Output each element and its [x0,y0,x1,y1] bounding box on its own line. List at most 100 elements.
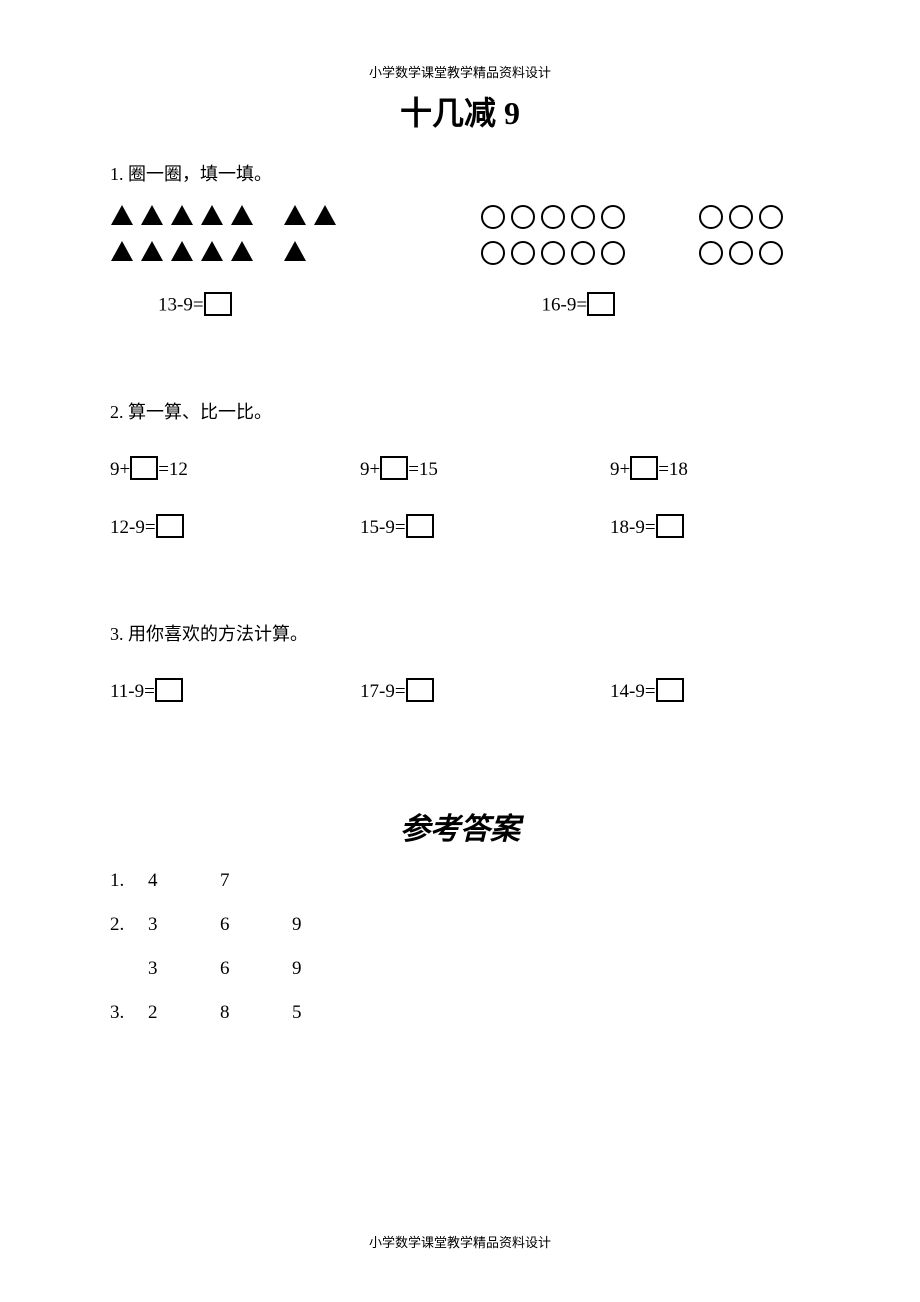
q1-equations: 13-9= 16-9= [110,294,810,318]
content-area: 1. 圈一圈，填一填。 13-9= 16-9= 2. 算一算、比一比。 9+ =1… [110,150,810,1024]
triangle-icon [230,204,254,226]
triangle-icon [140,240,164,262]
triangle-icon [170,240,194,262]
q1-prompt: 1. 圈一圈，填一填。 [110,160,810,186]
answer-value: 6 [220,958,292,980]
answer-box[interactable] [204,292,232,316]
q2-pair0-bot: 12-9= [110,516,360,540]
answer-line: 1.47 [110,870,810,892]
answer-num: 1. [110,870,148,892]
q1-left-equation: 13-9= [158,294,232,318]
q2-pair1-bot: 15-9= [360,516,610,540]
answer-value: 3 [148,914,220,936]
answer-box[interactable] [406,514,434,538]
circle-icon [570,240,596,266]
triangle-icon [170,204,194,226]
answer-line: 3.285 [110,1002,810,1024]
triangle-icon [283,204,307,226]
circle-icon [758,240,784,266]
eq-pre: 17-9= [360,681,406,703]
answer-value: 2 [148,1002,220,1024]
q3-item1: 17-9= [360,680,610,704]
q1-right-eq-text: 16-9= [542,294,588,315]
page-header: 小学数学课堂教学精品资料设计 [0,62,920,81]
answer-num [110,958,148,980]
triangle-icon [200,204,224,226]
q2-row-bot: 12-9= 15-9= 18-9= [110,516,810,540]
answer-value: 7 [220,870,292,892]
q3-item0: 11-9= [110,680,360,704]
circle-icon [728,204,754,230]
eq-post: =15 [408,459,438,481]
circle-icon [698,204,724,230]
q1-right-row2-groupB [680,240,810,266]
q2-prompt: 2. 算一算、比一比。 [110,398,810,424]
q2-pair0-top: 9+ =12 [110,458,360,482]
circle-icon [570,204,596,230]
q1-right-row1-groupB [680,204,810,230]
answer-box[interactable] [380,456,408,480]
circle-icon [728,240,754,266]
answer-value: 3 [148,958,220,980]
circle-icon [510,240,536,266]
circle-icon [540,204,566,230]
q1-left-row2-groupA [110,240,273,266]
circle-icon [600,240,626,266]
eq-pre: 9+ [610,459,630,481]
answer-box[interactable] [656,678,684,702]
circle-icon [480,204,506,230]
circle-icon [698,240,724,266]
answer-value: 8 [220,1002,292,1024]
q2-pair1-top: 9+ =15 [360,458,610,482]
answer-box[interactable] [587,292,615,316]
q1-left-row2-groupB [273,240,380,266]
q1-left-row1-groupA [110,204,273,230]
q2-pair2-bot: 18-9= [610,516,810,540]
circle-icon [540,240,566,266]
eq-pre: 9+ [360,459,380,481]
q3-prompt: 3. 用你喜欢的方法计算。 [110,620,810,646]
page-footer: 小学数学课堂教学精品资料设计 [0,1232,920,1251]
triangle-icon [140,204,164,226]
answer-box[interactable] [156,514,184,538]
circle-icon [480,240,506,266]
answer-value: 9 [292,914,364,936]
answer-num: 2. [110,914,148,936]
q3-item2: 14-9= [610,680,810,704]
answer-box[interactable] [630,456,658,480]
triangle-icon [230,240,254,262]
answers-block: 1.472.3693693.285 [110,870,810,1024]
triangle-icon [283,240,307,262]
answer-box[interactable] [656,514,684,538]
eq-post: =12 [158,459,188,481]
answer-value: 5 [292,1002,364,1024]
triangle-icon [313,204,337,226]
q1-shapes-row1 [110,204,810,230]
answer-box[interactable] [406,678,434,702]
page-title: 十几减 9 [0,88,920,134]
triangle-icon [200,240,224,262]
triangle-icon [110,240,134,262]
answer-value: 6 [220,914,292,936]
circle-icon [510,204,536,230]
q1-left-eq-text: 13-9= [158,294,204,315]
q1-shapes-row2 [110,240,810,266]
eq-post: =18 [658,459,688,481]
answer-value: 9 [292,958,364,980]
q3-row: 11-9= 17-9= 14-9= [110,680,810,704]
circle-icon [758,204,784,230]
q1-right-row1-groupA [480,204,680,230]
eq-pre: 12-9= [110,517,156,539]
eq-pre: 14-9= [610,681,656,703]
q1-right-row2-groupA [480,240,680,266]
circle-icon [600,204,626,230]
q2-row-top: 9+ =12 9+ =15 9+ =18 [110,458,810,482]
answer-box[interactable] [130,456,158,480]
q1-left-row1-groupB [273,204,380,230]
eq-pre: 9+ [110,459,130,481]
triangle-icon [110,204,134,226]
answer-line: 2.369 [110,914,810,936]
answer-value: 4 [148,870,220,892]
answer-box[interactable] [155,678,183,702]
eq-pre: 15-9= [360,517,406,539]
